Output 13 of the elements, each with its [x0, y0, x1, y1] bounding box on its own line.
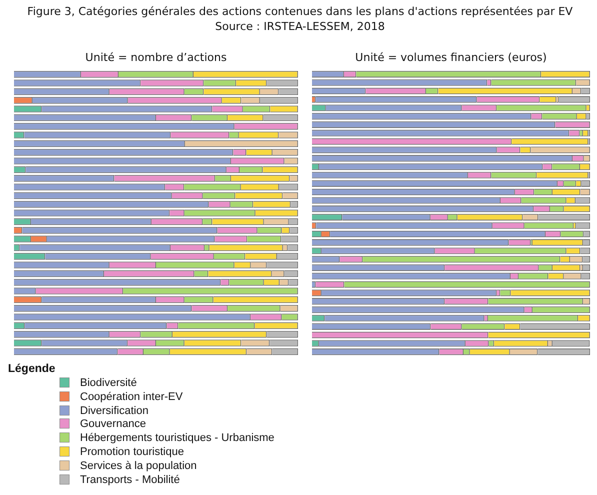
- legend-label: Promotion touristique: [79, 446, 185, 460]
- legend-label: Biodiversité: [79, 377, 138, 391]
- chart-title: Unité = volumes financiers (euros): [354, 50, 548, 66]
- source-note: Source : IRSTEA-LESSEM, 2018: [214, 19, 386, 34]
- legend-label: Diversification: [79, 404, 150, 418]
- legend-label: Services à la population: [79, 460, 198, 474]
- chart-title: Unité = nombre d’actions: [84, 50, 228, 66]
- legend-label: Coopération inter-EV: [79, 390, 184, 405]
- legend-label: Gouvernance: [79, 418, 148, 432]
- legend-label: Hébergements touristiques - Urbanisme: [79, 432, 274, 446]
- caption: Figure 3, Catégories générales des actions contenues dans les plans d'actions représentées par EV: [26, 4, 574, 19]
- legend-title: Légende: [8, 362, 56, 377]
- legend-label: Transports - Mobilité: [79, 474, 181, 488]
